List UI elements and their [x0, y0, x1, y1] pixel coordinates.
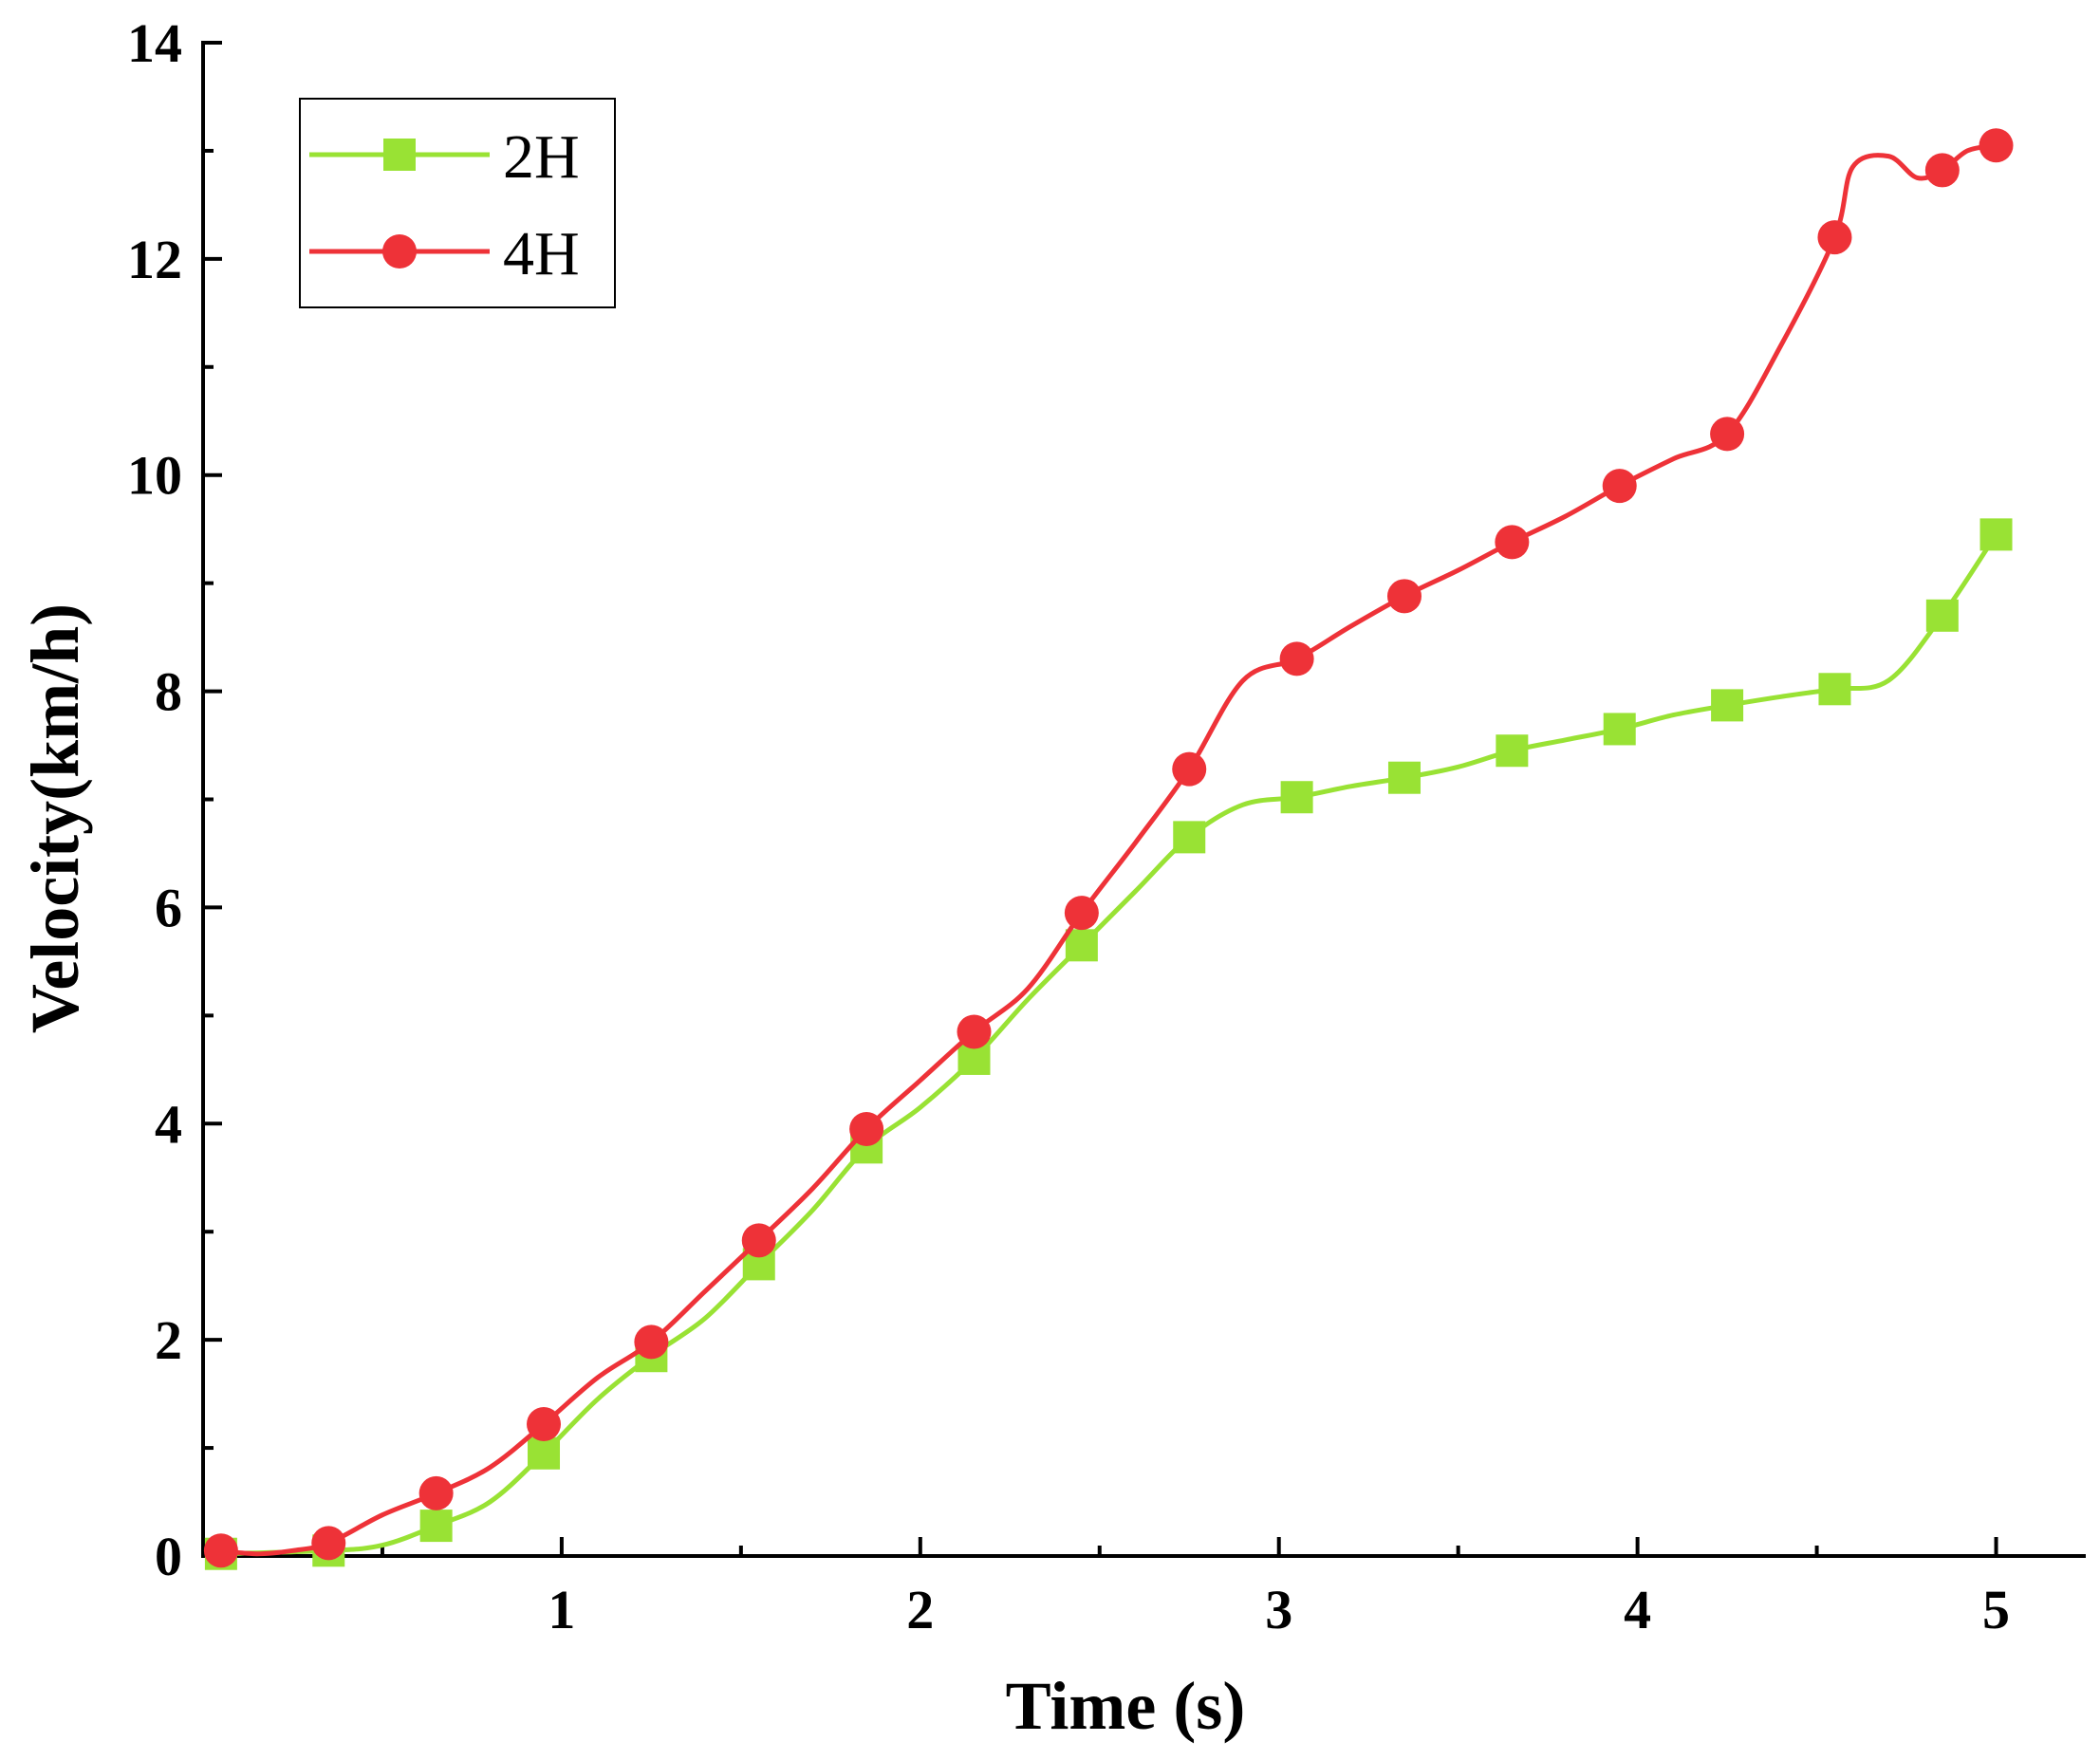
data-point-2h: [1925, 599, 1959, 632]
data-point-2h: [1280, 781, 1313, 814]
data-point-4h: [1172, 751, 1207, 787]
data-point-4h: [634, 1325, 669, 1360]
y-tick-label: 8: [155, 661, 182, 723]
x-tick-label: 1: [548, 1579, 575, 1640]
y-tick-label: 2: [155, 1309, 182, 1371]
data-point-4h: [1495, 525, 1530, 560]
x-axis-title: Time (s): [1006, 1668, 1246, 1744]
data-point-2h: [1979, 518, 2013, 551]
y-tick-label: 6: [155, 877, 182, 938]
x-tick-label: 4: [1624, 1579, 1651, 1640]
data-point-2h: [1711, 689, 1744, 722]
data-point-4h: [418, 1475, 454, 1510]
y-axis-title: Velocity(km/h): [17, 603, 93, 1033]
series-4h: [203, 128, 2014, 1568]
data-point-2h: [1603, 713, 1636, 746]
data-point-4h: [1710, 417, 1745, 452]
data-point-4h: [527, 1407, 562, 1442]
y-tick-label: 14: [127, 12, 182, 74]
y-tick-label: 12: [127, 229, 182, 290]
x-tick-label: 3: [1265, 1579, 1292, 1640]
data-point-2h: [528, 1436, 561, 1470]
legend-label-4h: 4H: [503, 219, 580, 288]
data-point-2h: [1387, 761, 1421, 794]
data-point-4h: [741, 1223, 776, 1258]
data-point-4h: [1602, 469, 1637, 504]
data-point-4h: [311, 1526, 346, 1561]
data-point-2h: [1818, 673, 1851, 706]
data-point-4h: [957, 1014, 992, 1049]
x-tick-label: 2: [906, 1579, 934, 1640]
data-point-4h: [849, 1111, 884, 1146]
data-point-4h: [1279, 641, 1314, 676]
data-point-2h: [1173, 821, 1206, 854]
series-line-2h: [220, 533, 1998, 1557]
data-point-4h: [1979, 128, 2014, 163]
series-layer: [203, 128, 2014, 1570]
data-point-4h: [1817, 220, 1852, 255]
data-point-2h: [1496, 734, 1529, 768]
y-tick-label: 4: [155, 1093, 182, 1155]
data-point-4h: [203, 1533, 238, 1568]
series-2h: [204, 518, 2013, 1570]
data-point-4h: [1924, 153, 1960, 188]
x-tick-label: 5: [1982, 1579, 2010, 1640]
data-point-4h: [1064, 896, 1099, 931]
data-point-2h: [419, 1510, 453, 1543]
legend-marker-4h: [382, 234, 417, 269]
legend-marker-2h: [383, 139, 416, 171]
legend-label-2h: 2H: [503, 122, 580, 192]
y-tick-label: 10: [127, 445, 182, 507]
legend-box: [299, 98, 616, 308]
data-point-4h: [1386, 579, 1422, 614]
series-line-4h: [220, 142, 1997, 1557]
y-tick-label: 0: [155, 1526, 182, 1587]
data-point-2h: [1065, 929, 1098, 962]
